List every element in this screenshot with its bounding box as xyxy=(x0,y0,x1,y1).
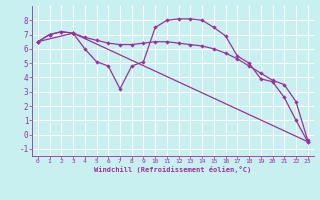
X-axis label: Windchill (Refroidissement éolien,°C): Windchill (Refroidissement éolien,°C) xyxy=(94,166,252,173)
